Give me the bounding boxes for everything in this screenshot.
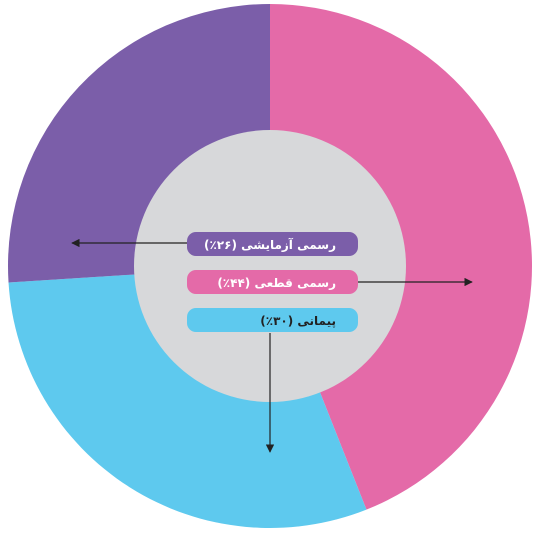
category-name: رسمی آزمایشی <box>241 237 336 252</box>
legend-pill <box>187 308 358 332</box>
value-label: (۴۴٪) <box>217 276 250 290</box>
legend-label: پیمانی (۳۰٪) <box>260 314 336 328</box>
legend-pill <box>187 270 358 294</box>
legend-pill <box>187 232 358 256</box>
legend-label: رسمی قطعی (۴۴٪) <box>217 276 336 290</box>
donut-hole <box>134 130 406 402</box>
category-name: رسمی قطعی <box>254 276 336 290</box>
category-name: پیمانی <box>297 314 336 328</box>
legend-label: رسمی آزمایشی (۲۶٪) <box>204 237 336 252</box>
value-label: (۳۰٪) <box>260 314 293 328</box>
value-label: (۲۶٪) <box>204 238 237 252</box>
